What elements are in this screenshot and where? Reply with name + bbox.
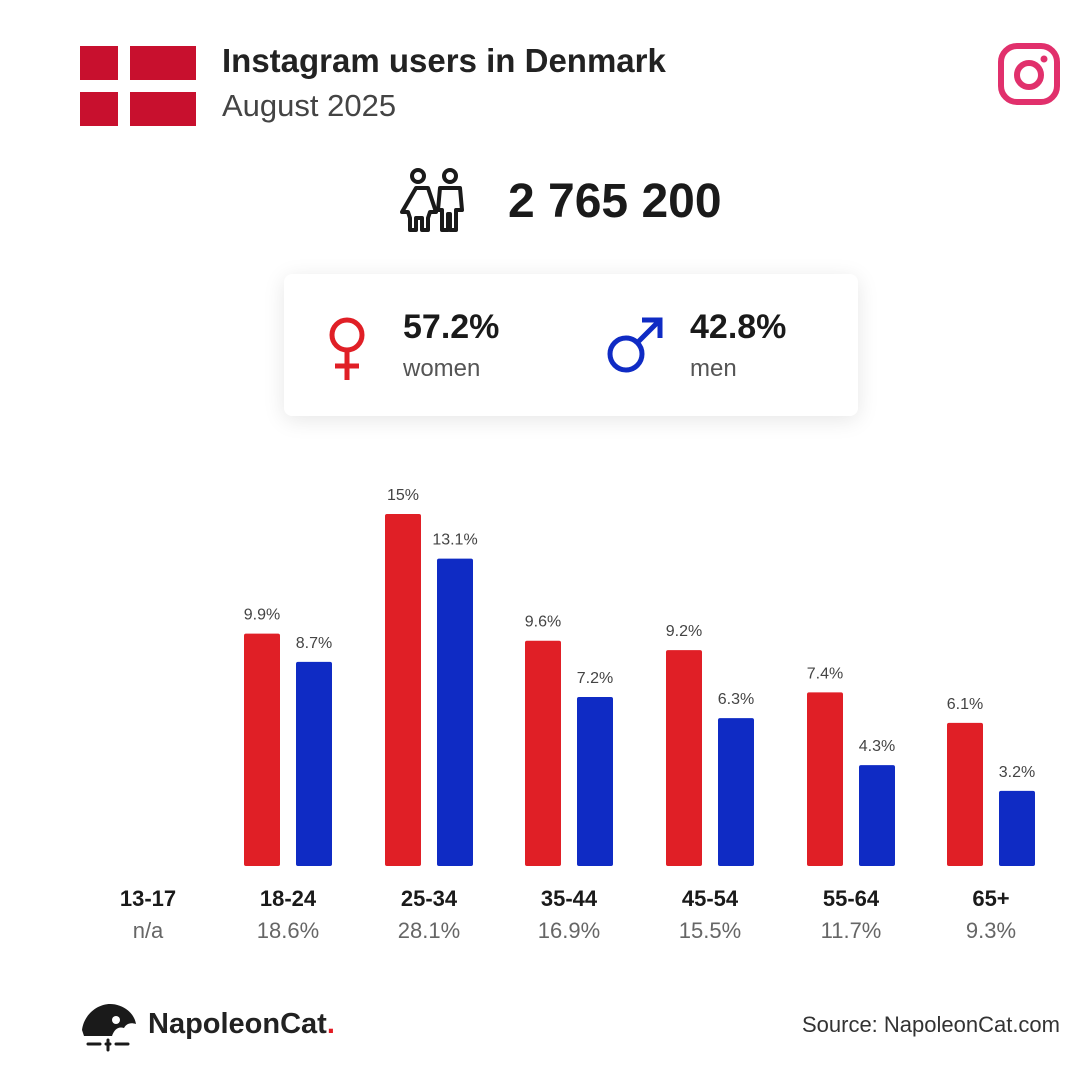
data-label-45-54-series-0: 9.2%: [666, 623, 702, 640]
category-total-25-34: 28.1%: [398, 918, 460, 943]
total-users-row: 2 765 200: [400, 166, 722, 236]
data-label-35-44-series-1: 7.2%: [577, 670, 613, 687]
men-label: men: [690, 355, 737, 382]
bar-18-24-series-1: [296, 661, 332, 866]
brand-name: NapoleonCat.: [148, 1008, 335, 1041]
data-label-18-24-series-0: 9.9%: [244, 607, 280, 624]
total-users-value: 2 765 200: [508, 174, 722, 228]
bar-35-44-series-0: [525, 640, 561, 866]
data-label-35-44-series-0: 9.6%: [525, 614, 561, 631]
category-label-55-64: 55-64: [823, 886, 880, 911]
page-subtitle: August 2025: [222, 88, 397, 123]
category-label-13-17: 13-17: [120, 886, 176, 911]
category-total-55-64: 11.7%: [821, 918, 882, 943]
men-percent: 42.8%: [690, 308, 787, 346]
bar-25-34-series-1: [437, 558, 473, 866]
data-label-25-34-series-0: 15%: [387, 487, 419, 504]
category-total-65+: 9.3%: [966, 918, 1016, 943]
data-label-55-64-series-0: 7.4%: [807, 665, 843, 682]
data-label-25-34-series-1: 13.1%: [432, 532, 477, 549]
bar-35-44-series-1: [577, 697, 613, 866]
bar-65+-series-1: [999, 790, 1035, 866]
category-label-18-24: 18-24: [260, 886, 317, 911]
data-label-55-64-series-1: 4.3%: [859, 738, 895, 755]
women-label: women: [403, 355, 481, 382]
bar-65+-series-0: [947, 722, 983, 866]
denmark-flag-icon: [80, 46, 196, 126]
women-percent: 57.2%: [403, 308, 500, 346]
category-total-45-54: 15.5%: [679, 918, 741, 943]
brand-name-text: NapoleonCat: [148, 1008, 327, 1040]
people-icon: [400, 168, 464, 232]
age-gender-bar-chart: 13-17 n/a 9.9% 8.7% 18-24 18.6% 15% 13.1% 25-34 2…: [120, 487, 1035, 943]
bar-45-54-series-0: [666, 650, 702, 866]
category-label-65+: 65+: [972, 886, 1009, 911]
bar-55-64-series-1: [859, 765, 895, 866]
bar-25-34-series-0: [385, 514, 421, 866]
bar-45-54-series-1: [718, 718, 754, 866]
source-credit: Source: NapoleonCat.com: [801, 1012, 1060, 1037]
bar-55-64-series-0: [807, 692, 843, 866]
category-total-35-44: 16.9%: [538, 918, 600, 943]
page-title: Instagram users in Denmark: [222, 42, 666, 79]
data-label-65+-series-1: 3.2%: [999, 764, 1035, 781]
category-label-45-54: 45-54: [682, 886, 739, 911]
bar-18-24-series-0: [244, 633, 280, 866]
data-label-65+-series-0: 6.1%: [947, 696, 983, 713]
male-symbol-icon: [607, 317, 663, 373]
category-total-13-17: n/a: [133, 918, 164, 943]
brand-dot: .: [326, 1008, 335, 1040]
female-symbol-icon: [329, 317, 365, 380]
category-label-35-44: 35-44: [541, 886, 598, 911]
data-label-45-54-series-1: 6.3%: [718, 691, 754, 708]
category-total-18-24: 18.6%: [257, 918, 319, 943]
gender-split-card: 57.2% women 42.8% men: [284, 274, 858, 416]
napoleoncat-logo-icon: [82, 1004, 136, 1052]
category-label-25-34: 25-34: [401, 886, 458, 911]
instagram-icon: [998, 43, 1060, 105]
data-label-18-24-series-1: 8.7%: [296, 635, 332, 652]
